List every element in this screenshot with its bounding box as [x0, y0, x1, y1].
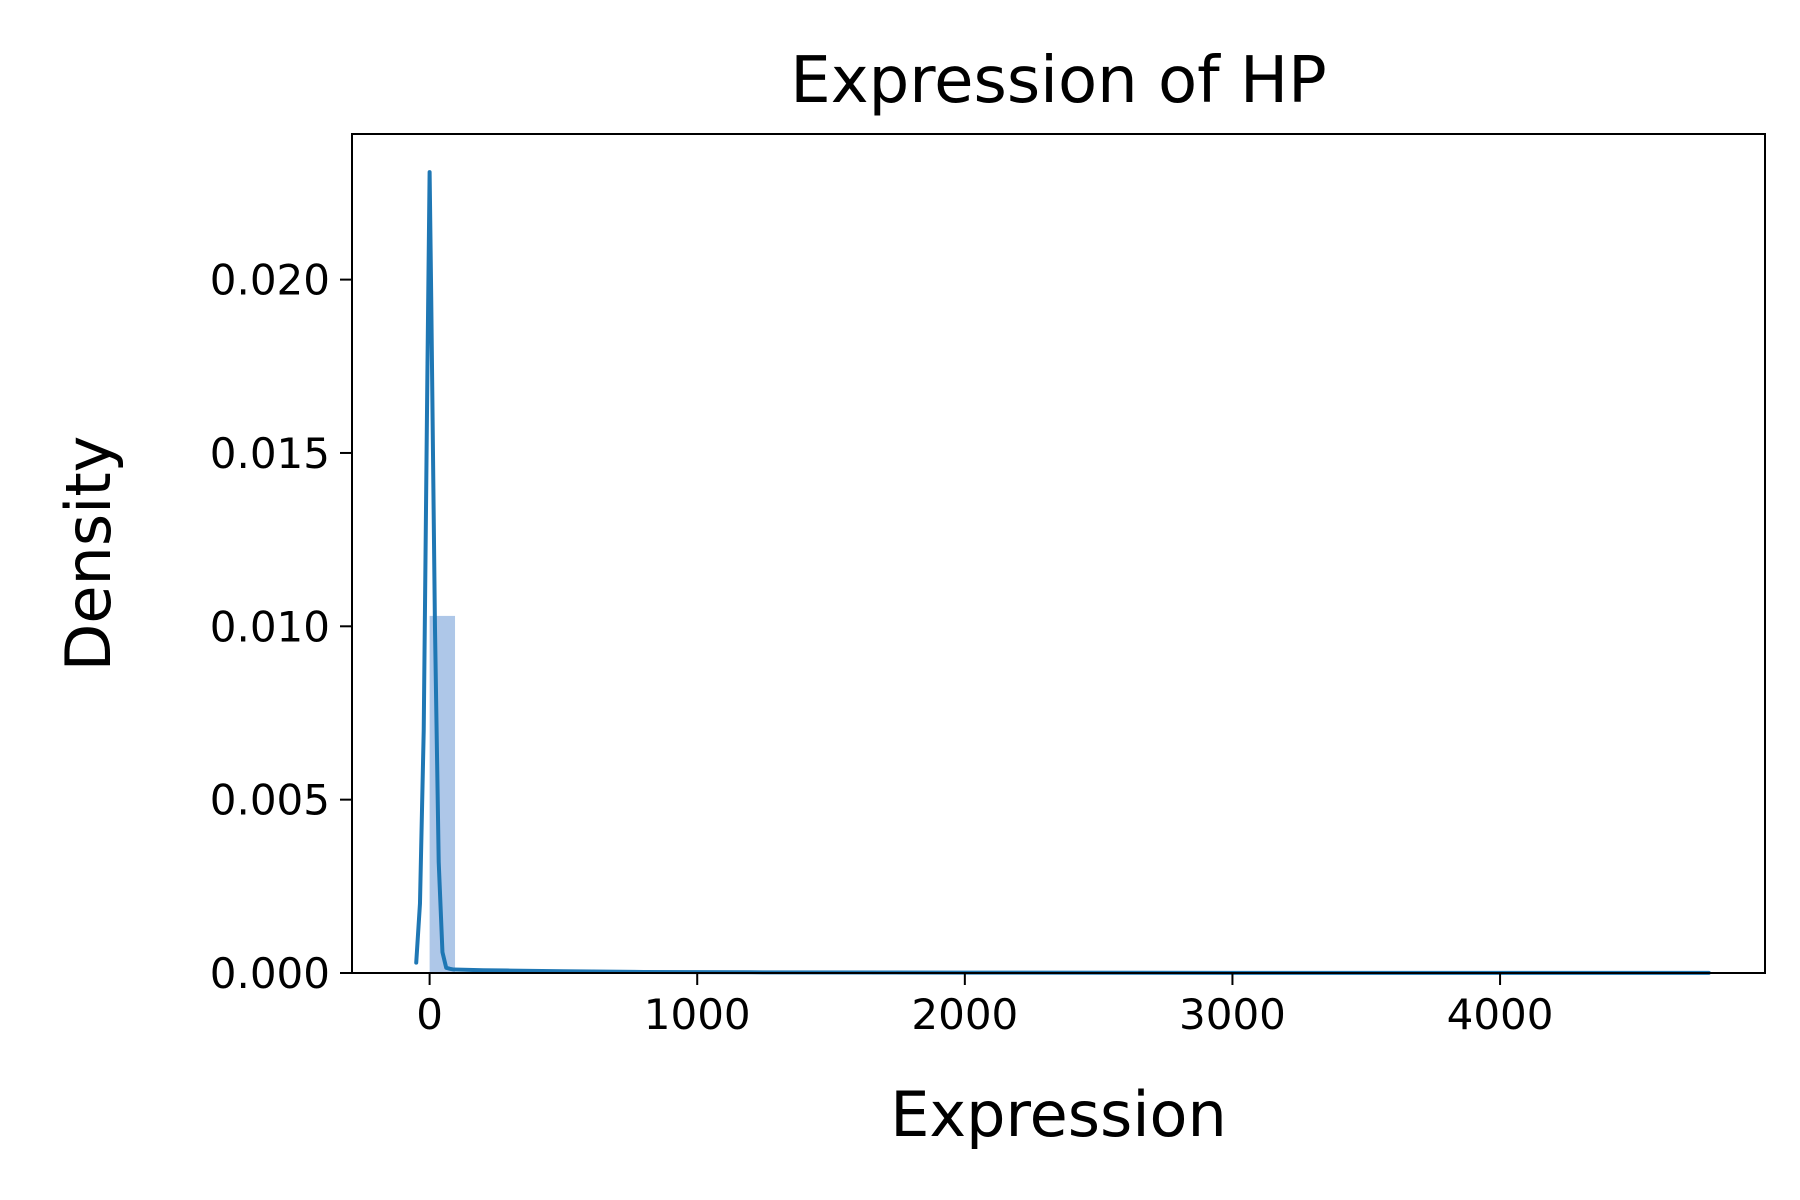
x-tick-label-2: 2000 [911, 990, 1018, 1039]
plot-area-frame [351, 133, 1766, 974]
x-tick-label-1: 1000 [644, 990, 751, 1039]
y-axis-label: Density [52, 436, 125, 672]
x-axis-label: Expression [890, 1078, 1227, 1151]
y-tick-label-3: 0.015 [210, 429, 330, 478]
x-tick-label-3: 3000 [1179, 990, 1286, 1039]
x-tick-label-4: 4000 [1447, 990, 1554, 1039]
y-tick-label-2: 0.010 [210, 602, 330, 651]
axes-layer: 0 1000 2000 3000 4000 0.000 0.005 0.010 0.015 0.0… [210, 256, 1554, 1039]
x-tick-label-0: 0 [416, 990, 443, 1039]
y-tick-label-4: 0.020 [210, 256, 330, 305]
chart-title: Expression of HP [790, 44, 1327, 118]
y-tick-label-0: 0.000 [210, 949, 330, 998]
y-tick-label-1: 0.005 [210, 776, 330, 825]
